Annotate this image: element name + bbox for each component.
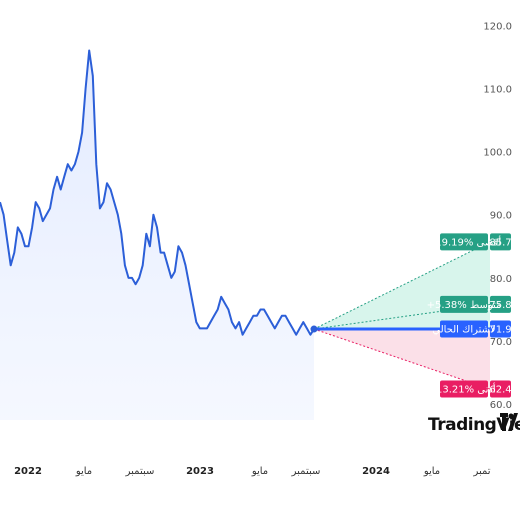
- x-tick-label: مايو: [423, 466, 440, 477]
- tag-value: 71.9: [489, 325, 511, 336]
- tag-value: 62.4: [489, 385, 511, 396]
- tradingview-icon: [500, 413, 518, 431]
- x-tick-label: 2024: [362, 466, 390, 477]
- x-axis: 2022 مايو سبتمبر 2023 مايو سبتمبر 2024 مايو تمبر: [14, 466, 491, 477]
- tag-label: ‎+5.38% متوسط: [427, 300, 502, 311]
- y-axis: 120.0 110.0 100.0 90.0 80.0 70.0 60.0: [483, 21, 512, 411]
- price-line: [0, 49, 315, 336]
- y-tick-label: 100.0: [483, 148, 512, 159]
- logo-text: TradingView: [428, 415, 520, 435]
- y-tick-label: 120.0: [483, 21, 512, 32]
- current-price-point: [310, 325, 318, 333]
- x-tick-label: تمبر: [472, 466, 490, 477]
- y-tick-label: 110.0: [483, 84, 512, 95]
- tag-label: ‎-13.21% أدنى: [432, 383, 495, 396]
- y-tick-label: 60.0: [490, 400, 512, 411]
- x-tick-label: 2022: [14, 466, 42, 477]
- plot-area: [0, 49, 491, 420]
- history-area: [0, 50, 314, 420]
- forecast-high-line: [313, 241, 491, 330]
- x-tick-label: مايو: [75, 466, 92, 477]
- y-tick-label: 80.0: [490, 274, 512, 285]
- tag-value: 85.7: [489, 237, 511, 248]
- x-tick-label: 2023: [186, 466, 214, 477]
- x-tick-label: سبتمبر: [291, 466, 321, 477]
- y-tick-label: 70.0: [490, 337, 512, 348]
- y-tick-label: 90.0: [490, 211, 512, 222]
- tradingview-logo: TradingView: [428, 413, 520, 435]
- x-tick-label: مايو: [251, 466, 268, 477]
- tag-label: ‎+19.19% أقصى: [427, 235, 501, 248]
- forecast-low-line: [313, 328, 491, 390]
- tag-label: لاشتراك الحالي: [432, 325, 496, 336]
- x-tick-label: سبتمبر: [125, 466, 155, 477]
- tag-value: 75.8: [489, 300, 511, 311]
